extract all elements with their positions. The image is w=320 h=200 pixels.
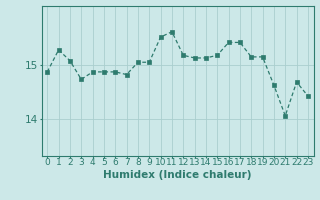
X-axis label: Humidex (Indice chaleur): Humidex (Indice chaleur) — [103, 170, 252, 180]
